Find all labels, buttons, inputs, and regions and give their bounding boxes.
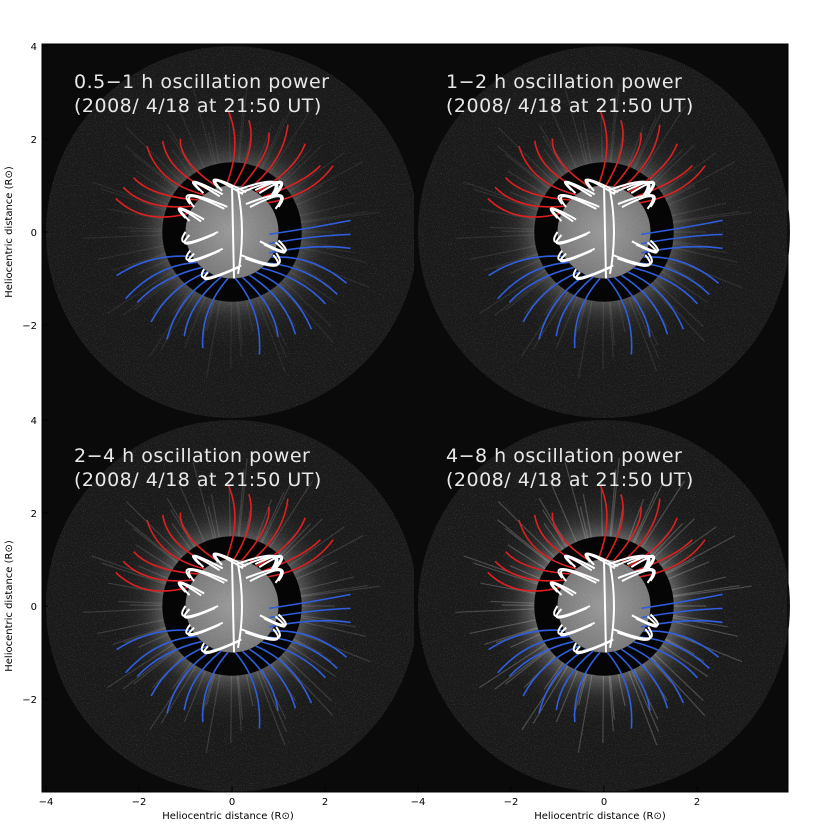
panel-1: 0.5−1 h oscillation power(2008/ 4/18 at … (42, 44, 418, 418)
closed-field-loops (177, 178, 287, 281)
x-tick-label: −2 (132, 797, 147, 808)
x-tick-label: −4 (411, 797, 426, 808)
panel-3: 2−4 h oscillation power(2008/ 4/18 at 21… (42, 418, 418, 792)
panel-title-date: (2008/ 4/18 at 21:50 UT) (74, 95, 322, 117)
y-axis-label: Heliocentric distance (R⊙) (4, 166, 15, 298)
y-tick-label: 4 (31, 416, 37, 427)
closed-field-loops (177, 552, 287, 655)
y-tick-label: 2 (31, 509, 37, 520)
y-tick-label: −2 (22, 695, 37, 706)
panel-title-band: 4−8 h oscillation power (446, 445, 682, 467)
panel-title-date: (2008/ 4/18 at 21:50 UT) (446, 95, 694, 117)
panel-title-band: 2−4 h oscillation power (74, 445, 310, 467)
x-axis-label: Heliocentric distance (R⊙) (162, 811, 294, 822)
x-tick-label: −2 (504, 797, 519, 808)
y-tick-label: 0 (31, 602, 37, 613)
y-tick-label: 2 (31, 135, 37, 146)
panel-title-date: (2008/ 4/18 at 21:50 UT) (74, 469, 322, 491)
panel-title-date: (2008/ 4/18 at 21:50 UT) (446, 469, 694, 491)
y-tick-label: −2 (22, 321, 37, 332)
x-axis-label: Heliocentric distance (R⊙) (534, 811, 666, 822)
y-tick-label: 4 (31, 42, 37, 53)
x-tick-label: 2 (694, 797, 700, 808)
open-field-lines-north (487, 110, 706, 218)
panel-4: 4−8 h oscillation power(2008/ 4/18 at 21… (414, 418, 790, 792)
open-field-lines-south (488, 593, 723, 729)
x-tick-label: −4 (39, 797, 54, 808)
x-tick-label: 0 (229, 797, 235, 808)
panel-title-band: 1−2 h oscillation power (446, 71, 682, 93)
y-tick-label: 0 (31, 228, 37, 239)
closed-field-loops (549, 178, 659, 281)
open-field-lines-south (116, 219, 351, 355)
plot-frame (41, 43, 789, 793)
y-axis-label: Heliocentric distance (R⊙) (4, 540, 15, 672)
open-field-lines-south (116, 593, 351, 729)
panel-2: 1−2 h oscillation power(2008/ 4/18 at 21… (414, 44, 790, 418)
panel-title-band: 0.5−1 h oscillation power (74, 71, 329, 93)
closed-field-loops (549, 552, 659, 655)
x-tick-label: 2 (322, 797, 328, 808)
coronal-streaks (455, 83, 752, 379)
x-tick-label: 0 (601, 797, 607, 808)
